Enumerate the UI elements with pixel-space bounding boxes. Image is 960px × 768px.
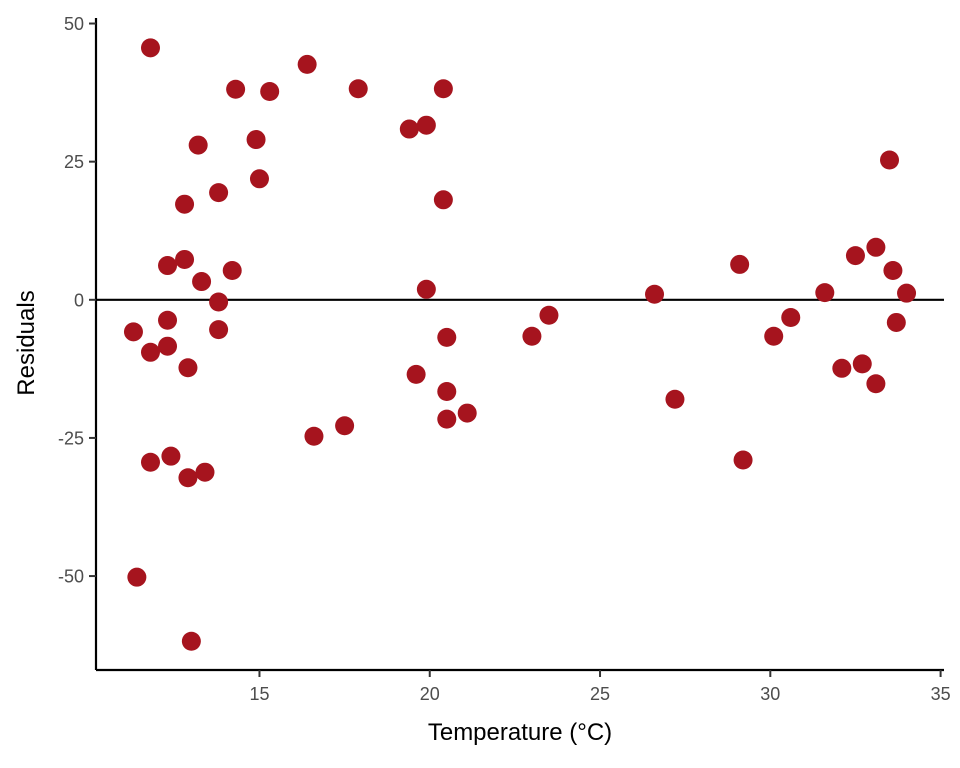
data-point xyxy=(880,150,900,170)
data-point xyxy=(178,358,198,378)
data-point xyxy=(781,307,801,327)
data-point xyxy=(123,322,143,342)
y-tick-label: 0 xyxy=(74,290,84,310)
x-tick-label: 15 xyxy=(249,684,269,704)
data-point xyxy=(195,462,215,482)
data-point xyxy=(175,194,195,214)
x-tick-label: 25 xyxy=(590,684,610,704)
y-tick-label: 25 xyxy=(64,152,84,172)
data-point xyxy=(437,409,457,429)
data-point xyxy=(883,261,903,281)
data-point xyxy=(127,567,147,587)
data-point xyxy=(433,190,453,210)
data-point xyxy=(852,354,872,374)
y-tick-label: -25 xyxy=(58,428,84,448)
data-point xyxy=(730,254,750,274)
data-point xyxy=(437,327,457,347)
data-point xyxy=(815,283,835,303)
data-point xyxy=(897,283,917,303)
data-point xyxy=(158,256,178,276)
data-point xyxy=(304,426,324,446)
data-point xyxy=(539,305,559,325)
data-point xyxy=(845,246,865,266)
data-point xyxy=(222,261,242,281)
y-axis-title: Residuals xyxy=(13,290,40,395)
data-point xyxy=(416,279,436,299)
axes-layer: 50 25 0 -25 -50 15 20 25 30 35 xyxy=(58,14,951,704)
data-point xyxy=(178,468,198,488)
data-point xyxy=(188,135,208,155)
data-point xyxy=(181,631,201,651)
data-point xyxy=(209,320,229,340)
data-point xyxy=(140,342,160,362)
data-point xyxy=(140,38,160,58)
data-point xyxy=(226,79,246,99)
data-point xyxy=(665,389,685,409)
data-point xyxy=(866,374,886,394)
data-points-layer xyxy=(123,38,917,651)
data-point xyxy=(886,312,906,332)
data-point xyxy=(522,326,542,346)
data-point xyxy=(175,249,195,269)
data-point xyxy=(399,119,419,139)
data-point xyxy=(161,446,181,466)
data-point xyxy=(260,81,280,101)
data-point xyxy=(297,54,317,74)
data-point xyxy=(348,79,368,99)
data-point xyxy=(832,358,852,378)
x-tick-label: 35 xyxy=(931,684,951,704)
data-point xyxy=(733,450,753,470)
data-point xyxy=(209,292,229,312)
data-point xyxy=(335,416,355,436)
data-point xyxy=(158,336,178,356)
data-point xyxy=(457,403,477,423)
data-point xyxy=(433,79,453,99)
data-point xyxy=(406,364,426,384)
data-point xyxy=(416,115,436,135)
data-point xyxy=(249,169,269,189)
x-tick-label: 30 xyxy=(760,684,780,704)
data-point xyxy=(140,452,160,472)
data-point xyxy=(192,272,212,292)
data-point xyxy=(764,326,784,346)
data-point xyxy=(209,183,229,203)
data-point xyxy=(158,310,178,330)
data-point xyxy=(246,130,266,150)
x-tick-label: 20 xyxy=(420,684,440,704)
data-point xyxy=(437,382,457,402)
x-axis-title: Temperature (°C) xyxy=(428,719,612,746)
data-point xyxy=(866,237,886,257)
data-point xyxy=(645,284,665,304)
y-tick-label: 50 xyxy=(64,14,84,34)
y-tick-label: -50 xyxy=(58,567,84,587)
